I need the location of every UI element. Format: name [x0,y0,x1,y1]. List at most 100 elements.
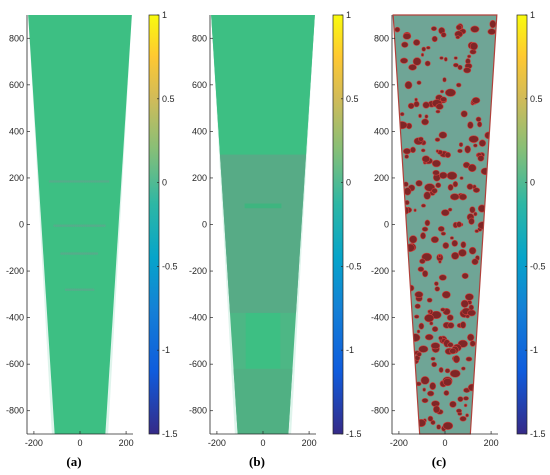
colorbar-tick-label: 0.5 [530,94,543,104]
hotspot [451,251,460,260]
hotspot [421,118,429,126]
hotspot [431,159,441,168]
y-tick-label: 0 [384,220,389,230]
x-tick-label: 200 [302,438,317,448]
hotspot [429,382,437,390]
speckle [94,180,97,183]
speckle [75,288,78,291]
speckle [87,252,90,255]
hotspot [468,135,479,143]
hotspot [416,329,421,334]
hotspot [421,226,429,232]
y-tick-label: 600 [9,80,24,90]
hotspot [424,219,431,227]
hotspot [455,24,463,31]
hotspot [467,333,475,342]
speckle [103,224,106,227]
y-tick-label: -600 [189,359,207,369]
hotspot [447,342,454,348]
hotspot [471,258,479,266]
colorbar-tick-label: -1.5 [162,429,178,439]
y-tick-label: -200 [371,266,389,276]
y-tick-label: 200 [192,173,207,183]
hotspot [460,299,469,308]
hotspot [401,41,409,48]
hotspot [434,137,441,142]
panel-a: 800 600 400 200 0 -200 -400 -600 -800 -200 0 200 1 0.… [6,10,178,469]
colorbar-tick-label: -1 [530,345,538,355]
speckle [72,252,76,255]
x-tick-label: 0 [77,438,82,448]
hotspot [427,415,434,422]
hotspot [463,403,468,408]
x-tick-label: 200 [119,438,134,448]
hotspot [452,181,459,188]
hotspot [449,348,457,355]
hotspot [442,421,454,430]
hotspot [434,281,439,287]
hotspot [432,169,440,176]
hotspot [466,183,474,190]
speckle [101,224,104,227]
speckle [67,224,71,227]
hotspot [426,45,431,50]
hotspot [456,82,462,88]
colorbar [332,14,344,435]
speckle [89,252,92,255]
speckle [57,224,61,227]
speckle [91,288,95,291]
y-tick-label: 400 [192,126,207,136]
hotspot [399,57,409,64]
hotspot [460,321,467,329]
hotspot [437,225,445,232]
hotspot [400,112,405,117]
hotspot [424,114,429,119]
hotspot [455,35,461,40]
y-tick-label: 400 [9,126,24,136]
hotspot [438,335,443,341]
y-tick-label: -200 [6,266,24,276]
hotspot [420,52,425,57]
hotspot [422,270,429,278]
speckle [78,252,82,255]
hotspot [402,32,412,40]
hotspot [439,171,448,179]
hotspot [477,154,485,162]
hotspot [431,326,439,333]
hotspot [424,314,435,323]
y-tick-label: 200 [374,173,389,183]
x-tick-label: 0 [442,438,447,448]
hotspot [469,206,476,214]
speckle [48,180,52,183]
hotspot [451,239,459,247]
y-tick-label: -600 [371,359,389,369]
colorbar-tick-label: 0 [162,178,167,188]
hotspot [449,193,460,201]
y-tick-label: -600 [6,359,24,369]
hotspot [422,387,427,392]
hotspot [426,297,433,303]
hotspot [430,356,436,361]
speckle [86,224,90,227]
speckle [79,180,83,183]
speckle [72,224,75,227]
speckle [60,252,63,255]
speckle [92,180,95,183]
y-tick-label: 800 [374,33,389,43]
hotspot [468,246,477,255]
hotspot [433,405,441,414]
colorbar [148,14,160,435]
y-tick-label: -400 [371,313,389,323]
colorbar-tick-label: 0.5 [346,94,359,104]
hotspot [414,97,418,102]
hotspot [471,97,481,104]
hotspot [431,187,438,194]
hotspot [435,109,441,114]
hotspot [409,235,418,244]
hotspot [470,25,480,33]
hotspot [449,400,457,408]
speckle [81,288,85,291]
hotspot [420,232,427,240]
hotspot [478,139,487,147]
hotspot [440,32,447,38]
